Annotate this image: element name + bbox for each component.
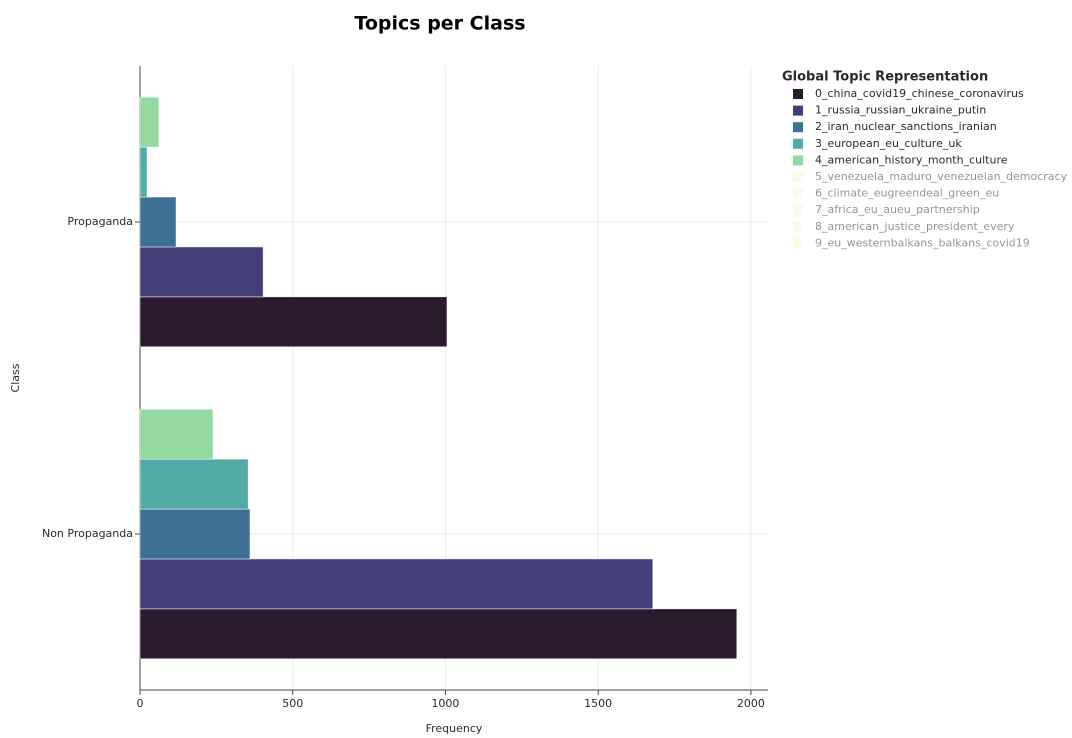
bar (139, 246, 264, 298)
legend-swatch[interactable] (793, 238, 803, 249)
bar (139, 458, 249, 510)
bar (139, 146, 148, 198)
legend-label[interactable]: 7_africa_eu_aueu_partnership (815, 203, 980, 216)
legend-swatch[interactable] (793, 155, 803, 166)
x-tick-label: 1500 (584, 697, 612, 710)
x-axis-title: Frequency (426, 722, 483, 735)
bar (139, 296, 448, 348)
legend-label[interactable]: 2_iran_nuclear_sanctions_iranian (815, 120, 997, 133)
legend-label[interactable]: 3_european_eu_culture_uk (815, 137, 962, 150)
bar (139, 558, 654, 610)
bar (139, 508, 251, 560)
x-tick-label: 2000 (737, 697, 765, 710)
bar (139, 96, 160, 148)
legend-title: Global Topic Representation (782, 70, 988, 85)
legend-swatch[interactable] (793, 89, 803, 99)
x-tick-label: 500 (282, 697, 303, 710)
y-tick-label: Propaganda (67, 215, 133, 228)
legend-swatch[interactable] (793, 188, 803, 199)
legend-label[interactable]: 4_american_history_month_culture (815, 153, 1008, 166)
legend-swatch[interactable] (793, 122, 803, 133)
y-axis-title: Class (9, 363, 22, 392)
legend-swatch[interactable] (793, 221, 803, 232)
legend-swatch[interactable] (793, 105, 803, 116)
y-tick-label: Non Propaganda (42, 527, 133, 540)
legend-label[interactable]: 8_american_justice_president_every (815, 220, 1015, 233)
legend-label[interactable]: 0_china_covid19_chinese_coronavirus (815, 87, 1024, 100)
legend-swatch[interactable] (793, 172, 803, 182)
x-tick-label: 0 (137, 697, 144, 710)
bar (139, 408, 214, 460)
chart-title: Topics per Class (354, 13, 525, 35)
legend-label[interactable]: 6_climate_eugreendeal_green_eu (815, 187, 999, 200)
legend-label[interactable]: 5_venezuela_maduro_venezuelan_democracy (815, 170, 1068, 183)
bar (139, 608, 738, 660)
x-tick-label: 1000 (431, 697, 459, 710)
legend-label[interactable]: 9_eu_westernbalkans_balkans_covid19 (815, 236, 1030, 249)
legend-swatch[interactable] (793, 138, 803, 149)
legend-swatch[interactable] (793, 205, 803, 216)
bar (139, 196, 177, 248)
legend-label[interactable]: 1_russia_russian_ukraine_putin (815, 104, 986, 117)
